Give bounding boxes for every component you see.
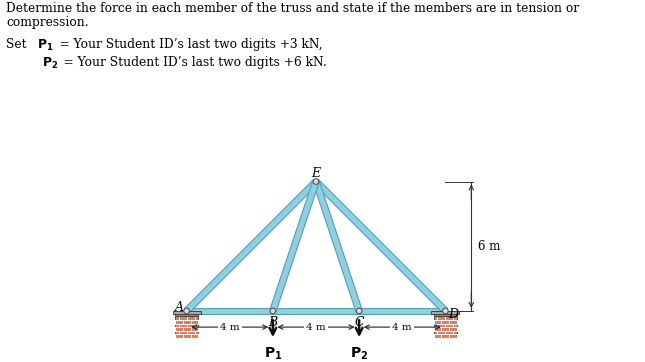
Text: compression.: compression.: [6, 16, 89, 29]
Text: $\mathbf{P_1}$: $\mathbf{P_1}$: [37, 38, 54, 53]
Circle shape: [184, 308, 190, 314]
Circle shape: [313, 179, 319, 184]
Text: D: D: [448, 308, 458, 321]
Bar: [173, 311, 201, 314]
Bar: [433, 316, 457, 338]
Text: 4 m: 4 m: [306, 323, 326, 332]
Text: A: A: [175, 301, 184, 314]
Text: 4 m: 4 m: [220, 323, 239, 332]
Polygon shape: [313, 181, 362, 312]
Text: $\mathbf{P_2}$: $\mathbf{P_2}$: [350, 345, 368, 362]
Text: $\mathbf{P_2}$: $\mathbf{P_2}$: [42, 56, 58, 71]
Polygon shape: [184, 179, 318, 313]
Bar: [175, 316, 199, 338]
Circle shape: [356, 308, 362, 314]
Polygon shape: [313, 179, 448, 313]
Polygon shape: [270, 181, 319, 312]
Polygon shape: [359, 308, 446, 314]
Bar: [175, 314, 199, 316]
Polygon shape: [186, 308, 273, 314]
Text: C: C: [354, 316, 364, 329]
Text: $\mathbf{P_1}$: $\mathbf{P_1}$: [264, 345, 282, 362]
Text: 4 m: 4 m: [392, 323, 412, 332]
Text: = Your Student ID’s last two digits +3 kN,: = Your Student ID’s last two digits +3 k…: [57, 38, 322, 51]
Text: Set: Set: [6, 38, 31, 51]
Polygon shape: [273, 308, 359, 314]
Text: E: E: [312, 168, 321, 181]
Circle shape: [270, 308, 275, 314]
Bar: [433, 314, 457, 316]
Text: 6 m: 6 m: [478, 240, 500, 253]
Bar: [432, 311, 459, 314]
Text: B: B: [268, 316, 277, 329]
Circle shape: [442, 308, 448, 314]
Text: Determine the force in each member of the truss and state if the members are in : Determine the force in each member of th…: [6, 2, 580, 15]
Text: = Your Student ID’s last two digits +6 kN.: = Your Student ID’s last two digits +6 k…: [61, 56, 327, 69]
